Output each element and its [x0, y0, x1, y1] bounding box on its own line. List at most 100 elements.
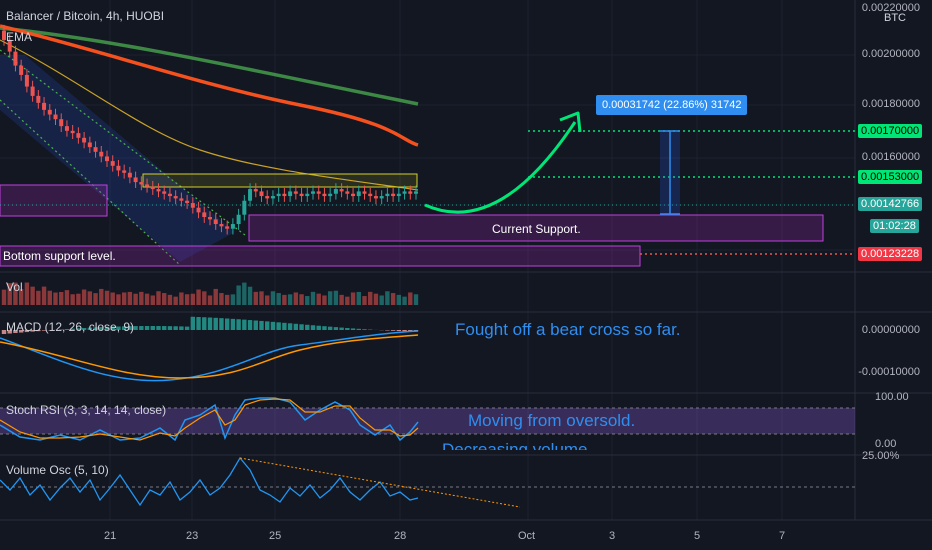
- candle-body: [24, 74, 29, 87]
- volume-bar: [99, 288, 104, 305]
- volume-bar: [333, 290, 339, 305]
- volume-bar: [287, 294, 293, 305]
- macd-histogram-bar: [219, 318, 224, 330]
- macd-histogram-bar: [87, 327, 93, 330]
- volume-bar: [110, 292, 115, 305]
- macd-annotation: Fought off a bear cross so far.: [455, 320, 681, 339]
- price-tick-1: 0.00220000: [861, 2, 920, 14]
- volume-bar: [116, 294, 121, 305]
- candle-body: [253, 189, 258, 192]
- volume-bar: [310, 291, 316, 305]
- candle-body: [345, 191, 350, 194]
- macd-histogram-bar: [184, 326, 190, 330]
- candle-body: [196, 207, 201, 213]
- candle-body: [333, 189, 338, 194]
- candle-body: [42, 102, 47, 110]
- macd-histogram-bar: [93, 327, 98, 330]
- candle-body: [362, 191, 367, 194]
- macd-histogram-bar: [150, 326, 155, 330]
- macd-line: [0, 330, 419, 382]
- volume-bar: [413, 294, 419, 305]
- time-tick-7: 7: [779, 530, 786, 542]
- candle-body: [105, 156, 109, 162]
- price-tag-170: 0.00170000: [858, 124, 923, 138]
- candle-body: [13, 51, 18, 66]
- macd-histogram-bar: [345, 328, 350, 330]
- candle-body: [225, 226, 230, 229]
- macd-histogram-bar: [81, 327, 87, 330]
- macd-histogram-bar: [36, 330, 41, 332]
- volume-bar: [270, 291, 276, 305]
- volume-label: Vol: [6, 280, 23, 294]
- volume-bar: [93, 293, 98, 305]
- candle-body: [408, 191, 413, 194]
- stoch-tick-0: 0.00: [875, 438, 897, 450]
- candle-body: [99, 151, 104, 157]
- candle-body: [47, 109, 52, 115]
- macd-label: MACD (12, 26, close, 9): [6, 320, 135, 334]
- macd-histogram-bar: [305, 324, 310, 330]
- macd-histogram-bar: [259, 320, 264, 330]
- macd-histogram-bar: [396, 330, 402, 332]
- candle-body: [82, 137, 87, 143]
- price-tick-3: 0.00180000: [861, 98, 920, 110]
- bottom-support-label: Bottom support level.: [3, 249, 116, 263]
- time-tick-23: 23: [186, 530, 199, 542]
- macd-signal-line: [0, 334, 419, 379]
- price-tag-last: 0.00142766: [858, 197, 923, 211]
- volume-bar: [408, 292, 413, 305]
- candle-body: [391, 193, 396, 197]
- candle-body: [19, 65, 24, 75]
- macd-histogram-bar: [327, 326, 333, 330]
- macd-histogram-bar: [282, 322, 287, 330]
- candle-body: [270, 196, 275, 199]
- macd-histogram-bar: [253, 320, 258, 330]
- volume-bar: [224, 294, 230, 305]
- macd-histogram-bar: [196, 317, 201, 330]
- candle-body: [162, 191, 167, 194]
- chart-title: Balancer / Bitcoin, 4h, HUOBI: [6, 9, 165, 23]
- volume-bar: [236, 285, 241, 305]
- volume-bar: [156, 291, 161, 305]
- candle-body: [282, 193, 287, 197]
- volume-bar: [167, 294, 173, 305]
- volume-bar: [305, 296, 310, 305]
- macd-histogram-bar: [207, 317, 213, 330]
- candle-body: [402, 191, 407, 194]
- volume-bar: [390, 293, 396, 305]
- stoch-d-line: [0, 398, 419, 441]
- volume-bar: [345, 296, 350, 305]
- macd-histogram-bar: [316, 325, 321, 330]
- macd-histogram-bar: [41, 330, 47, 331]
- channel-upper-line: [0, 49, 246, 236]
- volume-bar: [133, 293, 138, 305]
- resistance-box: [142, 173, 418, 188]
- volume-bar: [81, 289, 87, 305]
- candle-body: [414, 191, 418, 194]
- macd-histogram-bar: [299, 324, 304, 330]
- candle-body: [242, 200, 247, 215]
- candle-body: [110, 161, 115, 166]
- macd-histogram-bar: [402, 330, 407, 332]
- candle-body: [248, 189, 253, 201]
- volume-bar: [150, 295, 155, 305]
- macd-histogram-bar: [362, 329, 367, 330]
- price-tick-4: 0.00160000: [861, 151, 920, 163]
- current-support-box: [248, 214, 824, 242]
- volume-bar: [276, 293, 281, 305]
- grid-lines: [0, 0, 855, 520]
- price-tag-123: 0.00123228: [858, 247, 923, 261]
- candle-body: [145, 184, 150, 187]
- volume-bar: [30, 286, 35, 305]
- macd-tick-0: 0.00000000: [861, 324, 920, 336]
- macd-histogram-bar: [230, 318, 236, 330]
- volume-bar: [350, 292, 356, 305]
- candle-body: [230, 224, 235, 229]
- candle-body: [322, 193, 327, 197]
- volume-bar: [242, 282, 247, 305]
- volume-bar: [299, 294, 304, 305]
- candle-body: [316, 191, 321, 194]
- candle-body: [236, 214, 241, 225]
- candle-body: [190, 203, 195, 208]
- volume-bar: [282, 294, 287, 305]
